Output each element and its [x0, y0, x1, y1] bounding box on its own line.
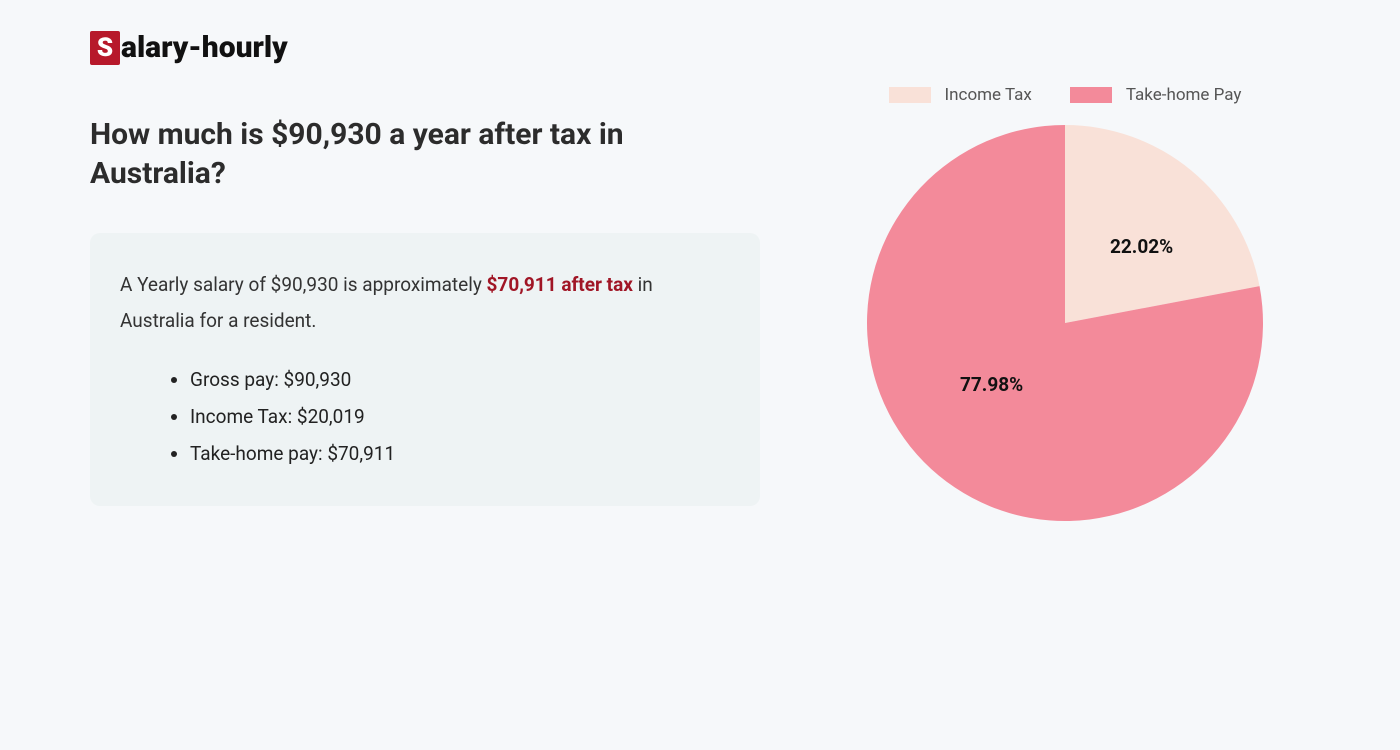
logo-badge: S: [90, 31, 120, 65]
summary-text: A Yearly salary of $90,930 is approximat…: [120, 267, 730, 339]
pie-label-income-tax: 22.02%: [1110, 235, 1173, 258]
legend-swatch-income-tax: [889, 87, 931, 103]
summary-prefix: A Yearly salary of $90,930 is approximat…: [120, 273, 487, 296]
legend-item-income-tax: Income Tax: [889, 85, 1032, 105]
legend-label-income-tax: Income Tax: [945, 85, 1032, 105]
chart-column: Income Tax Take-home Pay 22.02% 77.98%: [820, 85, 1310, 523]
summary-box: A Yearly salary of $90,930 is approximat…: [90, 233, 760, 506]
left-column: How much is $90,930 a year after tax in …: [90, 115, 760, 523]
bullet-gross-pay: Gross pay: $90,930: [190, 361, 730, 398]
summary-bullets: Gross pay: $90,930 Income Tax: $20,019 T…: [120, 361, 730, 472]
logo-text: alary-hourly: [121, 30, 288, 65]
content-row: How much is $90,930 a year after tax in …: [90, 115, 1310, 523]
legend-label-take-home: Take-home Pay: [1126, 85, 1242, 105]
summary-highlight: $70,911 after tax: [487, 273, 633, 296]
site-logo: Salary-hourly: [90, 30, 1310, 65]
pie-chart: 22.02% 77.98%: [865, 123, 1265, 523]
bullet-income-tax: Income Tax: $20,019: [190, 398, 730, 435]
pie-label-take-home: 77.98%: [960, 373, 1023, 396]
chart-legend: Income Tax Take-home Pay: [889, 85, 1242, 105]
bullet-take-home: Take-home pay: $70,911: [190, 435, 730, 472]
legend-swatch-take-home: [1070, 87, 1112, 103]
page: Salary-hourly How much is $90,930 a year…: [0, 0, 1400, 750]
legend-item-take-home: Take-home Pay: [1070, 85, 1242, 105]
pie-svg: [865, 123, 1265, 523]
page-heading: How much is $90,930 a year after tax in …: [90, 115, 760, 193]
